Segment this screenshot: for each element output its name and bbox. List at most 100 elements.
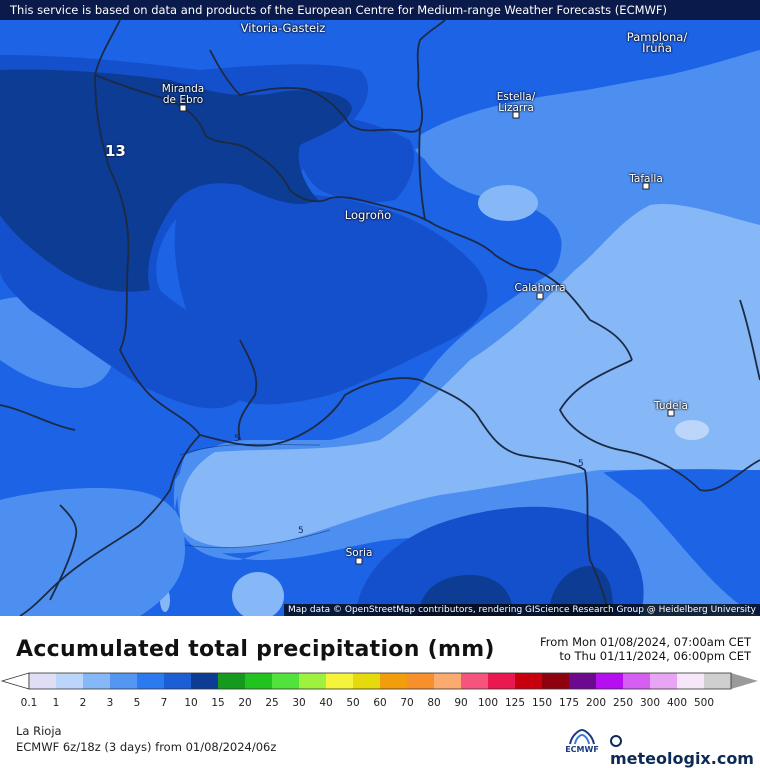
scale-cell-25 — [272, 673, 300, 689]
scale-tick-3: 3 — [106, 697, 114, 709]
scale-tick-150: 150 — [531, 697, 553, 709]
scale-cell-10 — [191, 673, 219, 689]
precip-patch-estella — [478, 185, 538, 221]
scale-tick-30: 30 — [292, 697, 306, 709]
precip-field-10-15 — [0, 69, 352, 292]
legend-title: Accumulated total precipitation (mm) — [16, 637, 495, 662]
scale-tick-25: 25 — [265, 697, 279, 709]
meteologix-brand: meteologix.com — [610, 749, 754, 768]
ecmwf-logo-mark — [569, 728, 595, 745]
precip-field-southwest — [0, 488, 185, 616]
scale-cell-60 — [380, 673, 408, 689]
city-label-calahorra: Calahorra — [514, 282, 566, 294]
meteologix-logo-icon[interactable]: meteologix.com — [610, 730, 760, 768]
map-attribution: Map data © OpenStreetMap contributors, r… — [284, 604, 760, 616]
scale-cell-15 — [218, 673, 246, 689]
scale-tick-40: 40 — [319, 697, 333, 709]
scale-cell-20 — [245, 673, 273, 689]
scale-tick-15: 15 — [211, 697, 225, 709]
scale-cell-90 — [461, 673, 489, 689]
scale-cell-150 — [542, 673, 570, 689]
city-label-tudela: Tudela — [654, 400, 688, 412]
precip-field-7-10-north — [298, 116, 415, 202]
scale-tick-70: 70 — [400, 697, 414, 709]
color-scale — [0, 672, 758, 690]
precip-patch-tudela — [675, 420, 709, 440]
scale-cell-0.1 — [29, 673, 57, 689]
region-borders — [0, 19, 760, 616]
city-label-soria: Soria — [345, 547, 373, 559]
scale-tick-175: 175 — [558, 697, 580, 709]
precip-patch-south — [232, 572, 284, 616]
city-label-estella: Estella/ Lizarra — [496, 91, 536, 114]
scale-tick-10: 10 — [184, 697, 198, 709]
city-label-pamplona: Pamplona/ Iruña — [626, 30, 688, 55]
ecmwf-banner: This service is based on data and produc… — [0, 0, 760, 20]
scale-tick-250: 250 — [612, 697, 634, 709]
scale-tick-20: 20 — [238, 697, 252, 709]
scale-cell-400 — [677, 673, 705, 689]
scale-tick-90: 90 — [454, 697, 468, 709]
scale-tick-125: 125 — [504, 697, 526, 709]
scale-cell-40 — [326, 673, 354, 689]
scale-cell-300 — [650, 673, 678, 689]
scale-tick-2: 2 — [79, 697, 87, 709]
scale-cell-100 — [488, 673, 516, 689]
city-marker-miranda — [179, 104, 187, 112]
scale-cell-500 — [704, 673, 732, 689]
scale-border — [28, 672, 732, 690]
contour-label-1: 5 — [234, 434, 240, 444]
scale-cell-250 — [623, 673, 651, 689]
color-scale-ticks: 0.1 1 2 3 5 7 10 15 20 25 30 40 50 60 70 80 90 100 125 150 1… — [0, 697, 760, 711]
ecmwf-logo-label: ECMWF — [565, 745, 599, 754]
scale-cell-175 — [569, 673, 597, 689]
scale-tick-500: 500 — [693, 697, 715, 709]
date-to: to Thu 01/11/2024, 06:00pm CET — [559, 649, 751, 663]
max-value-label: 13 — [105, 142, 126, 160]
meteologix-ring-icon — [610, 735, 622, 747]
scale-tick-5: 5 — [133, 697, 141, 709]
scale-arrow-right — [731, 673, 758, 689]
contour-label-2: 5 — [298, 526, 304, 536]
city-label-miranda: Miranda de Ebro — [161, 83, 205, 106]
model-info: ECMWF 6z/18z (3 days) from 01/08/2024/06… — [16, 740, 277, 754]
date-from: From Mon 01/08/2024, 07:00am CET — [539, 635, 751, 649]
scale-cell-3 — [110, 673, 138, 689]
city-marker-tafalla — [642, 182, 650, 190]
scale-tick-0.1: 0.1 — [20, 697, 38, 709]
date-range: From Mon 01/08/2024, 07:00am CET to Thu … — [540, 635, 751, 663]
scale-cell-200 — [596, 673, 624, 689]
precipitation-map[interactable]: This service is based on data and produc… — [0, 0, 760, 616]
scale-cell-70 — [407, 673, 435, 689]
scale-cell-7 — [164, 673, 192, 689]
precip-field-south-darkest-2 — [548, 566, 613, 616]
scale-cell-80 — [434, 673, 462, 689]
scale-tick-1: 1 — [52, 697, 60, 709]
city-marker-tudela — [667, 409, 675, 417]
map-canvas — [0, 19, 760, 616]
precip-field-7-10-center — [174, 189, 488, 405]
ecmwf-logo-icon: ECMWF — [562, 728, 602, 756]
scale-cell-5 — [137, 673, 165, 689]
city-label-logrono: Logroño — [344, 208, 392, 222]
scale-tick-60: 60 — [373, 697, 387, 709]
scale-tick-300: 300 — [639, 697, 661, 709]
scale-tick-100: 100 — [477, 697, 499, 709]
scale-cell-30 — [299, 673, 327, 689]
contour-lines — [179, 443, 331, 549]
scale-tick-50: 50 — [346, 697, 360, 709]
scale-arrow-left — [0, 672, 30, 690]
contour-label-3: 5 — [578, 459, 584, 469]
city-marker-calahorra — [536, 292, 544, 300]
city-label-vitoria: Vitoria-Gasteiz — [240, 21, 326, 35]
scale-cell-125 — [515, 673, 543, 689]
scale-tick-80: 80 — [427, 697, 441, 709]
city-marker-estella — [512, 111, 520, 119]
scale-tick-200: 200 — [585, 697, 607, 709]
scale-cell-1 — [56, 673, 84, 689]
city-marker-soria — [355, 557, 363, 565]
scale-cell-50 — [353, 673, 381, 689]
precip-field-2-3 — [179, 204, 760, 548]
region-name: La Rioja — [16, 724, 62, 738]
city-label-tafalla: Tafalla — [629, 173, 663, 185]
